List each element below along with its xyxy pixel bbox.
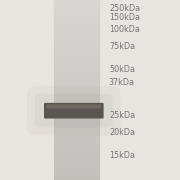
- Text: 100kDa: 100kDa: [109, 25, 140, 34]
- Text: 150kDa: 150kDa: [109, 13, 140, 22]
- Bar: [54, 0, 99, 180]
- Text: 20kDa: 20kDa: [109, 128, 135, 137]
- Text: 25kDa: 25kDa: [109, 111, 135, 120]
- FancyBboxPatch shape: [27, 86, 121, 136]
- Text: 75kDa: 75kDa: [109, 42, 135, 51]
- Text: 15kDa: 15kDa: [109, 151, 135, 160]
- Text: 37kDa: 37kDa: [109, 78, 135, 87]
- Text: 250kDa: 250kDa: [109, 4, 140, 13]
- FancyBboxPatch shape: [35, 94, 113, 128]
- FancyBboxPatch shape: [44, 103, 104, 119]
- FancyBboxPatch shape: [46, 104, 101, 108]
- Text: 50kDa: 50kDa: [109, 65, 135, 74]
